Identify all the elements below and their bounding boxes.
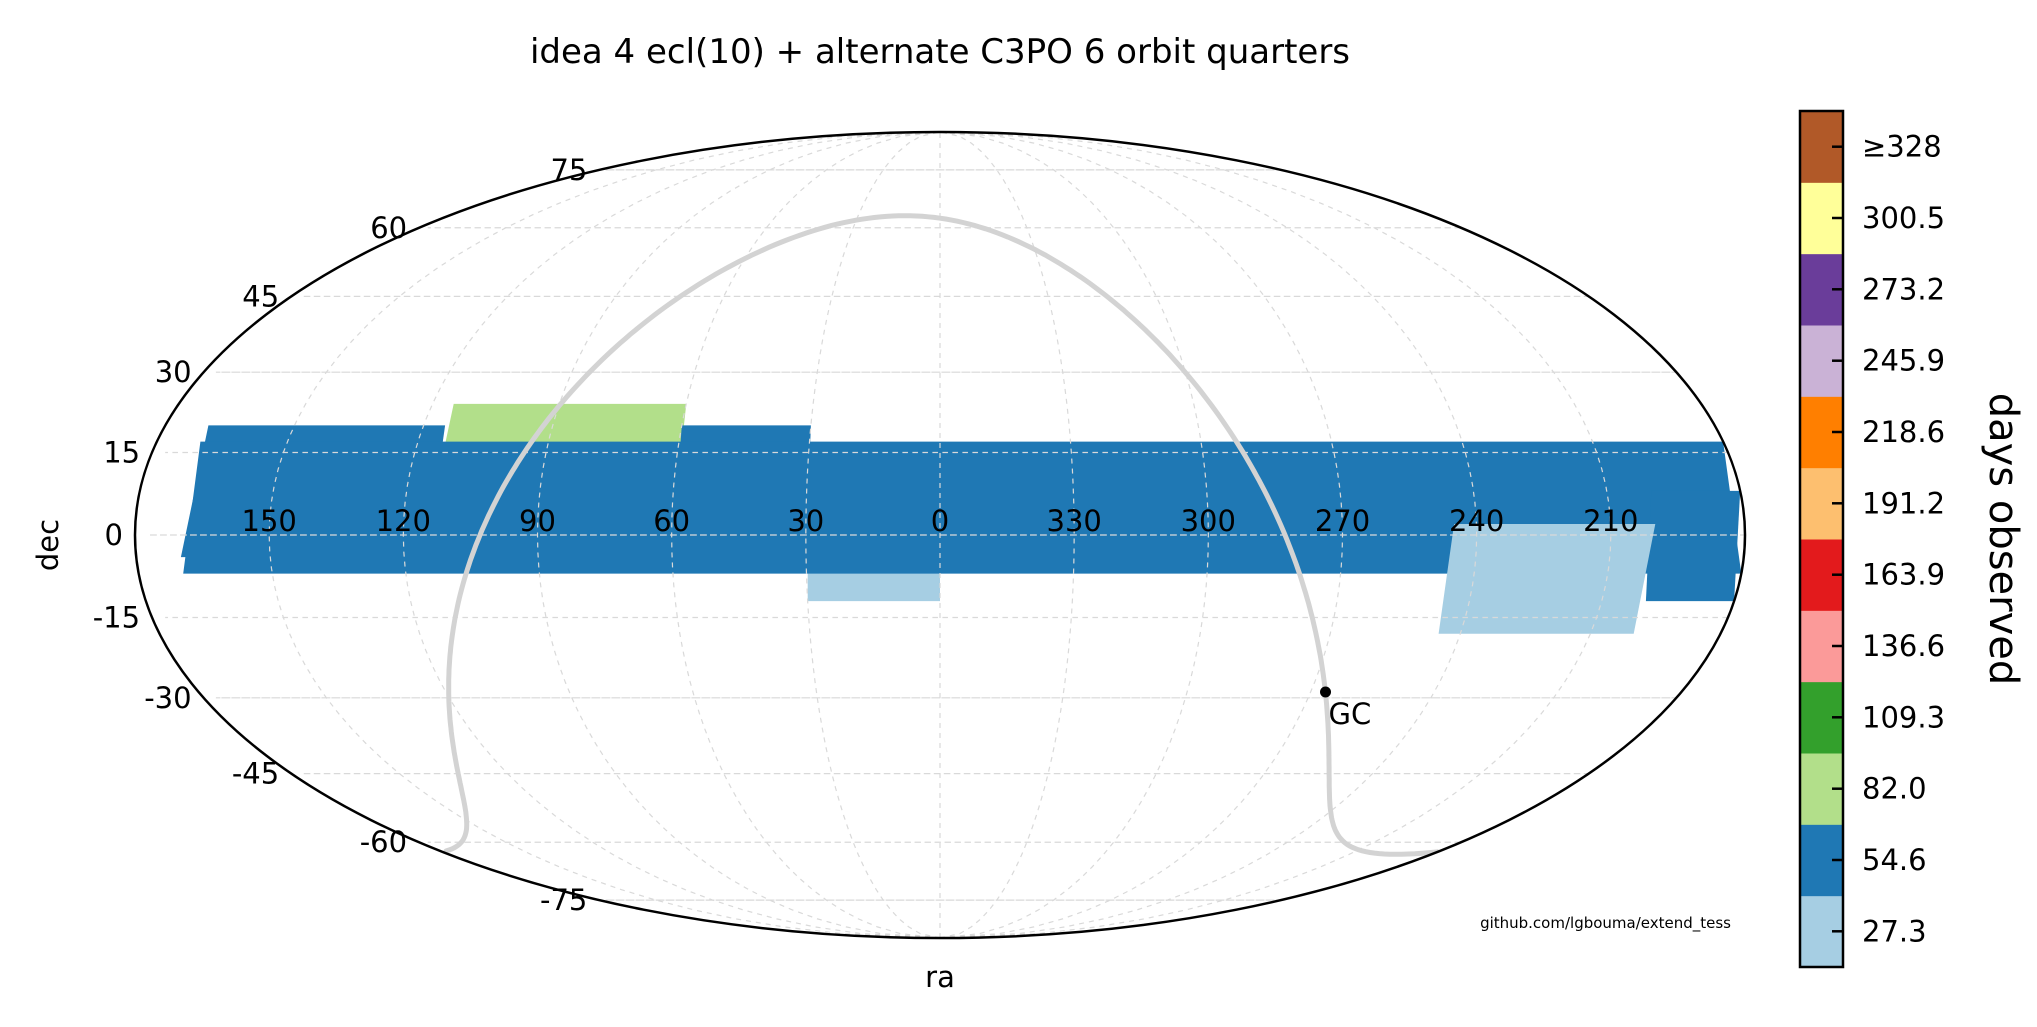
colorbar-tick-label: 245.9 [1862,344,1945,378]
grid-ra-line [402,132,941,938]
colorbar-tick-label: 163.9 [1862,558,1945,592]
colorbar-tick-label: 300.5 [1862,201,1945,235]
galactic-center-marker: GC [1320,686,1372,731]
colorbar-tick-label: ≥328 [1862,130,1942,164]
grid-ra-line [939,132,1075,938]
colorbar-swatches [1800,111,1843,968]
x-axis-label: ra [925,960,955,994]
y-tick-label: 0 [105,518,123,552]
colorbar: 27.3 54.6 82.0 109.3 136.6 163.9 191.2 218.6 245… [1798,109,2026,969]
grid-ra-line [671,132,941,938]
grid-lines [135,132,1745,938]
colorbar-tick-label: 109.3 [1862,700,1945,734]
x-tick-label: 270 [1315,504,1370,538]
x-tick-label: 90 [519,504,556,538]
projection-outline [133,130,1747,940]
colorbar-tick-label: 136.6 [1862,629,1945,663]
gc-label: GC [1329,697,1372,731]
y-tick-label: -45 [232,757,279,791]
grid-ra-line [939,132,1209,938]
x-tick-label: 240 [1449,504,1504,538]
x-tick-label: 330 [1047,504,1102,538]
colorbar-frame [1798,109,1845,969]
x-tick-label: 0 [931,504,949,538]
y-tick-label: 15 [103,436,140,470]
y-tick-label: 60 [370,211,407,245]
galactic-plane [443,213,1440,857]
colorbar-tick-label: 273.2 [1862,272,1945,306]
gc-dot [1320,686,1332,698]
colorbar-tick-label: 27.3 [1862,914,1927,948]
colorbar-ticks: 27.3 54.6 82.0 109.3 136.6 163.9 191.2 218.6 245… [1832,130,1945,948]
grid-ra-line [268,132,941,938]
plot-area [135,132,1745,938]
x-tick-label: 30 [787,504,824,538]
x-tick-label: 300 [1181,504,1236,538]
y-tick-label: 75 [550,153,587,187]
x-tick-label: 210 [1583,504,1638,538]
colorbar-tick-label: 82.0 [1862,772,1927,806]
grid-ra-line [939,132,1478,938]
y-tick-label: -75 [540,883,587,917]
y-tick-label: -60 [360,825,407,859]
x-tick-label: 150 [242,504,297,538]
x-tick-label: 60 [653,504,690,538]
grid-ra-line [536,132,941,938]
x-tick-label: 120 [376,504,431,538]
grid-ra-line [939,132,1344,938]
y-tick-label: -15 [93,601,140,635]
colorbar-tick-label: 218.6 [1862,415,1945,449]
chart-title: idea 4 ecl(10) + alternate C3PO 6 orbit … [530,32,1350,72]
y-tick-label: 45 [242,279,279,313]
colorbar-label: days observed [1980,393,2026,686]
grid-ra-line [805,132,941,938]
colorbar-tick-label: 191.2 [1862,486,1945,520]
grid-ra-line [939,132,1612,938]
x-tick-labels: 150 120 90 60 30 0 330 300 270 240 210 [242,504,1639,538]
coverage-east-field [1438,524,1656,634]
y-tick-label: 30 [155,355,192,389]
y-axis-label: dec [31,519,65,571]
colorbar-tick-label: 54.6 [1862,843,1927,877]
coverage-band-east-edge [1645,490,1741,602]
credit-text: github.com/lgbouma/extend_tess [1480,914,1731,933]
y-tick-label: -30 [144,681,191,715]
